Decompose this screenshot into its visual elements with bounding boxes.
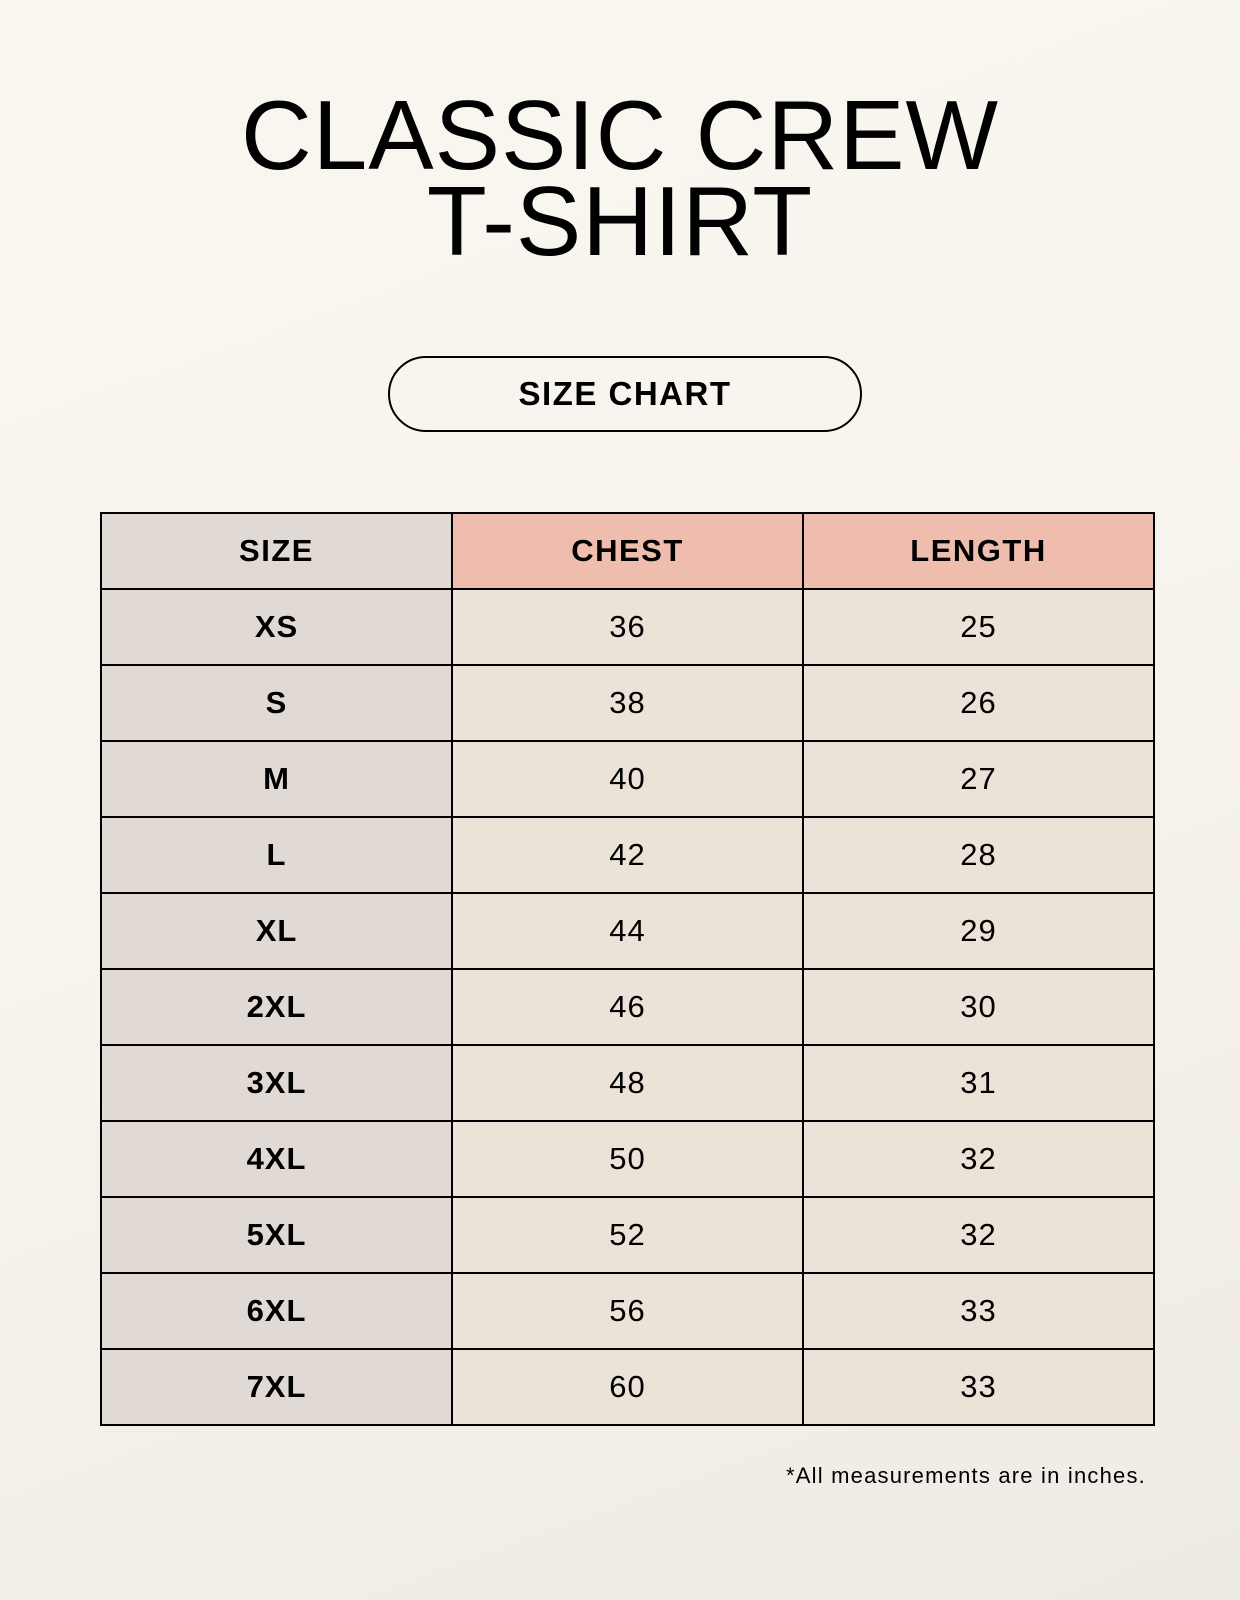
table-header-row: SIZE CHEST LENGTH	[100, 512, 1155, 590]
size-cell: 3XL	[100, 1044, 453, 1122]
size-cell: 7XL	[100, 1348, 453, 1426]
size-cell: M	[100, 740, 453, 818]
length-cell: 31	[802, 1044, 1155, 1122]
size-cell: 5XL	[100, 1196, 453, 1274]
size-cell: XS	[100, 588, 453, 666]
title-line-2: T-SHIRT	[426, 166, 814, 276]
length-cell: 32	[802, 1120, 1155, 1198]
size-cell: 6XL	[100, 1272, 453, 1350]
page-title: CLASSIC CREW T-SHIRT	[0, 80, 1240, 276]
size-chart-badge: SIZE CHART	[388, 356, 862, 432]
chest-cell: 50	[451, 1120, 804, 1198]
length-cell: 25	[802, 588, 1155, 666]
chest-cell: 52	[451, 1196, 804, 1274]
chest-cell: 42	[451, 816, 804, 894]
chest-cell: 36	[451, 588, 804, 666]
header-chest: CHEST	[451, 512, 804, 590]
table-row: S 38 26	[100, 664, 1155, 742]
size-cell: 2XL	[100, 968, 453, 1046]
footnote: *All measurements are in inches.	[786, 1463, 1146, 1488]
table-row: M 40 27	[100, 740, 1155, 818]
table-row: 3XL 48 31	[100, 1044, 1155, 1122]
length-cell: 32	[802, 1196, 1155, 1274]
length-cell: 26	[802, 664, 1155, 742]
table-row: XS 36 25	[100, 588, 1155, 666]
length-cell: 29	[802, 892, 1155, 970]
table-row: 6XL 56 33	[100, 1272, 1155, 1350]
table-row: 5XL 52 32	[100, 1196, 1155, 1274]
length-cell: 33	[802, 1348, 1155, 1426]
chest-cell: 40	[451, 740, 804, 818]
chest-cell: 56	[451, 1272, 804, 1350]
table-row: 4XL 50 32	[100, 1120, 1155, 1198]
header-length: LENGTH	[802, 512, 1155, 590]
size-cell: 4XL	[100, 1120, 453, 1198]
chest-cell: 48	[451, 1044, 804, 1122]
size-table: SIZE CHEST LENGTH XS 36 25 S 38 26 M 40 27 L 42 28 X…	[100, 512, 1155, 1426]
length-cell: 33	[802, 1272, 1155, 1350]
chest-cell: 38	[451, 664, 804, 742]
table-row: L 42 28	[100, 816, 1155, 894]
length-cell: 30	[802, 968, 1155, 1046]
size-cell: L	[100, 816, 453, 894]
size-cell: XL	[100, 892, 453, 970]
length-cell: 27	[802, 740, 1155, 818]
table-row: 7XL 60 33	[100, 1348, 1155, 1426]
length-cell: 28	[802, 816, 1155, 894]
chest-cell: 60	[451, 1348, 804, 1426]
size-cell: S	[100, 664, 453, 742]
chest-cell: 46	[451, 968, 804, 1046]
header-size: SIZE	[100, 512, 453, 590]
table-row: 2XL 46 30	[100, 968, 1155, 1046]
chest-cell: 44	[451, 892, 804, 970]
table-row: XL 44 29	[100, 892, 1155, 970]
title-line-1: CLASSIC CREW	[240, 80, 999, 190]
